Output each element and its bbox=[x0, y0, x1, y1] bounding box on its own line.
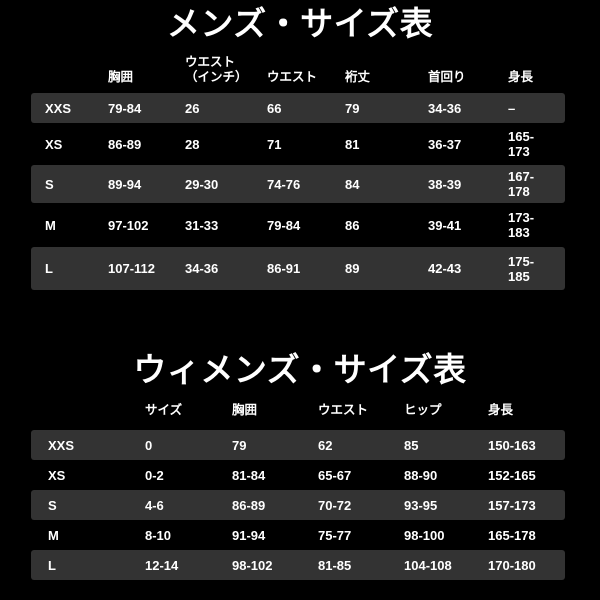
womens-header-row: サイズ 胸囲 ウエスト ヒップ 身長 bbox=[31, 388, 565, 420]
size-label: M bbox=[45, 217, 56, 233]
cell-height: 152-165 bbox=[488, 467, 536, 483]
table-row: L 12-14 98-102 81-85 104-108 170-180 bbox=[31, 550, 565, 580]
column-header-size: サイズ bbox=[145, 403, 183, 417]
cell-neck: 39-41 bbox=[428, 217, 462, 233]
cell-chest: 86-89 bbox=[232, 497, 266, 513]
table-row: XXS 0 79 62 85 150-163 bbox=[31, 430, 565, 460]
cell-height: 173-183 bbox=[508, 210, 535, 240]
womens-size-table: サイズ 胸囲 ウエスト ヒップ 身長 XXS 0 79 62 85 150-16… bbox=[31, 388, 565, 580]
cell-waist: 70-72 bbox=[318, 497, 352, 513]
column-header-waist: ウエスト bbox=[318, 403, 369, 417]
cell-chest: 81-84 bbox=[232, 467, 266, 483]
cell-height: 165-178 bbox=[488, 527, 536, 543]
cell-height: 157-173 bbox=[488, 497, 536, 513]
column-header-sleeve: 裄丈 bbox=[345, 70, 371, 84]
table-row: M 8-10 91-94 75-77 98-100 165-178 bbox=[31, 520, 565, 550]
cell-waist-inches: 28 bbox=[185, 136, 200, 152]
cell-waist-inches: 34-36 bbox=[185, 261, 219, 276]
cell-neck: 36-37 bbox=[428, 136, 462, 152]
size-label: L bbox=[45, 261, 53, 276]
cell-chest: 107-112 bbox=[108, 261, 155, 276]
cell-hip: 98-100 bbox=[404, 527, 445, 543]
size-label: S bbox=[48, 497, 57, 513]
cell-waist-inches: 29-30 bbox=[185, 176, 219, 192]
cell-size-number: 4-6 bbox=[145, 497, 164, 513]
size-label: XS bbox=[48, 467, 66, 483]
column-header-waist-inches: ウエスト （インチ） bbox=[185, 55, 248, 84]
size-label: XS bbox=[45, 136, 63, 152]
cell-neck: 38-39 bbox=[428, 176, 462, 192]
column-header-chest: 胸囲 bbox=[232, 403, 258, 417]
cell-waist: 65-67 bbox=[318, 467, 352, 483]
column-header-height: 身長 bbox=[508, 70, 534, 84]
table-row: L 107-112 34-36 86-91 89 42-43 175-185 bbox=[31, 247, 565, 290]
cell-neck: 34-36 bbox=[428, 100, 462, 116]
cell-chest: 97-102 bbox=[108, 217, 149, 233]
cell-waist: 86-91 bbox=[267, 261, 301, 276]
cell-waist: 71 bbox=[267, 136, 282, 152]
cell-hip: 104-108 bbox=[404, 557, 452, 573]
cell-chest: 79 bbox=[232, 437, 247, 453]
cell-hip: 93-95 bbox=[404, 497, 438, 513]
cell-neck: 42-43 bbox=[428, 261, 462, 276]
cell-hip: 88-90 bbox=[404, 467, 438, 483]
cell-chest: 98-102 bbox=[232, 557, 273, 573]
cell-height: – bbox=[508, 100, 516, 116]
size-label: M bbox=[48, 527, 59, 543]
cell-waist: 74-76 bbox=[267, 176, 301, 192]
column-header-neck: 首回り bbox=[428, 70, 466, 84]
cell-chest: 79-84 bbox=[108, 100, 142, 116]
mens-size-table: 胸囲 ウエスト （インチ） ウエスト 裄丈 首回り 身長 XXS 79-84 2… bbox=[31, 42, 565, 290]
mens-size-chart-title: メンズ・サイズ表 bbox=[166, 5, 434, 42]
cell-chest: 91-94 bbox=[232, 527, 266, 543]
cell-sleeve: 84 bbox=[345, 176, 360, 192]
cell-height: 170-180 bbox=[488, 557, 536, 573]
cell-sleeve: 86 bbox=[345, 217, 360, 233]
table-row: XXS 79-84 26 66 79 34-36 – bbox=[31, 93, 565, 123]
cell-size-number: 8-10 bbox=[145, 527, 172, 543]
size-label: XXS bbox=[45, 100, 72, 116]
cell-waist: 79-84 bbox=[267, 217, 301, 233]
table-row: XS 86-89 28 71 81 36-37 165-173 bbox=[31, 123, 565, 165]
cell-sleeve: 79 bbox=[345, 100, 360, 116]
cell-chest: 89-94 bbox=[108, 176, 142, 192]
cell-waist-inches: 26 bbox=[185, 100, 200, 116]
column-header-waist: ウエスト bbox=[267, 70, 318, 84]
cell-waist: 62 bbox=[318, 437, 333, 453]
cell-height: 150-163 bbox=[488, 437, 536, 453]
cell-sleeve: 89 bbox=[345, 261, 360, 276]
womens-size-chart-title: ウィメンズ・サイズ表 bbox=[133, 351, 467, 388]
size-label: L bbox=[48, 557, 56, 573]
table-row: M 97-102 31-33 79-84 86 39-41 173-183 bbox=[31, 203, 565, 247]
cell-height: 175-185 bbox=[508, 253, 535, 284]
cell-waist: 66 bbox=[267, 100, 282, 116]
cell-sleeve: 81 bbox=[345, 136, 360, 152]
table-row: S 89-94 29-30 74-76 84 38-39 167-178 bbox=[31, 165, 565, 203]
cell-waist-inches: 31-33 bbox=[185, 217, 219, 233]
mens-header-row: 胸囲 ウエスト （インチ） ウエスト 裄丈 首回り 身長 bbox=[31, 42, 565, 87]
column-header-height: 身長 bbox=[488, 403, 514, 417]
cell-size-number: 0 bbox=[145, 437, 153, 453]
cell-waist: 75-77 bbox=[318, 527, 352, 543]
column-header-chest: 胸囲 bbox=[108, 70, 134, 84]
cell-chest: 86-89 bbox=[108, 136, 142, 152]
cell-hip: 85 bbox=[404, 437, 419, 453]
cell-size-number: 0-2 bbox=[145, 467, 164, 483]
table-row: S 4-6 86-89 70-72 93-95 157-173 bbox=[31, 490, 565, 520]
column-header-hip: ヒップ bbox=[404, 403, 442, 417]
cell-height: 167-178 bbox=[508, 169, 535, 199]
size-chart-page: メンズ・サイズ表 胸囲 ウエスト （インチ） ウエスト 裄丈 首回り 身長 XX… bbox=[31, 5, 565, 580]
table-row: XS 0-2 81-84 65-67 88-90 152-165 bbox=[31, 460, 565, 490]
size-label: S bbox=[45, 176, 54, 192]
cell-waist: 81-85 bbox=[318, 557, 352, 573]
cell-size-number: 12-14 bbox=[145, 557, 179, 573]
cell-height: 165-173 bbox=[508, 129, 535, 159]
size-label: XXS bbox=[48, 437, 75, 453]
